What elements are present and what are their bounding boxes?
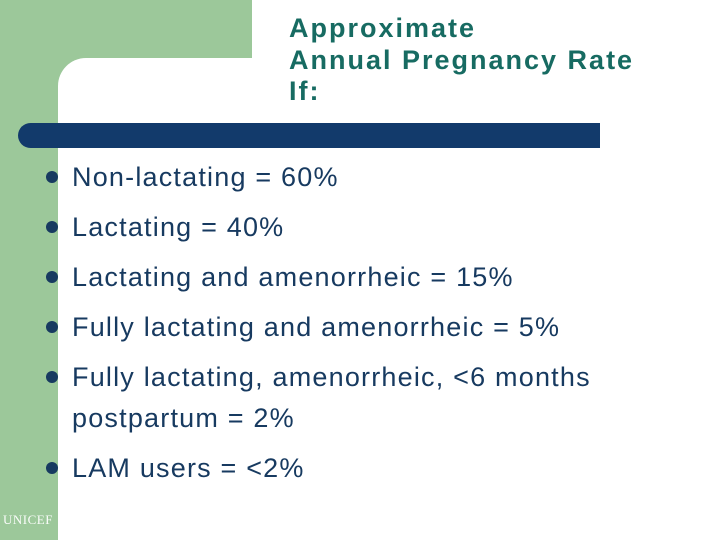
bullet-text: Fully lactating, amenorrheic, <6 months … <box>72 362 591 433</box>
bullet-text: LAM users = <2% <box>72 453 305 483</box>
title-underline-bar <box>18 123 600 148</box>
bullet-icon <box>46 462 58 474</box>
bullet-text: Lactating and amenorrheic = 15% <box>72 262 514 292</box>
green-side-strip <box>0 0 58 540</box>
bullet-icon <box>46 221 58 233</box>
list-item: Fully lactating, amenorrheic, <6 months … <box>46 357 632 439</box>
bullet-text: Lactating = 40% <box>72 212 285 242</box>
list-item: LAM users = <2% <box>46 448 632 489</box>
slide-title: Approximate Annual Pregnancy Rate If: <box>289 13 635 106</box>
list-item: Non-lactating = 60% <box>46 157 632 198</box>
unicef-watermark: UNICEF <box>3 512 53 527</box>
list-item: Fully lactating and amenorrheic = 5% <box>46 307 632 348</box>
bullet-icon <box>46 171 58 183</box>
list-item: Lactating = 40% <box>46 207 632 248</box>
bullet-text: Fully lactating and amenorrheic = 5% <box>72 312 561 342</box>
list-item: Lactating and amenorrheic = 15% <box>46 257 632 298</box>
bullet-icon <box>46 371 58 383</box>
bullet-icon <box>46 321 58 333</box>
bullet-text: Non-lactating = 60% <box>72 162 339 192</box>
bullet-icon <box>46 271 58 283</box>
bullet-list: Non-lactating = 60% Lactating = 40% Lact… <box>46 157 632 498</box>
